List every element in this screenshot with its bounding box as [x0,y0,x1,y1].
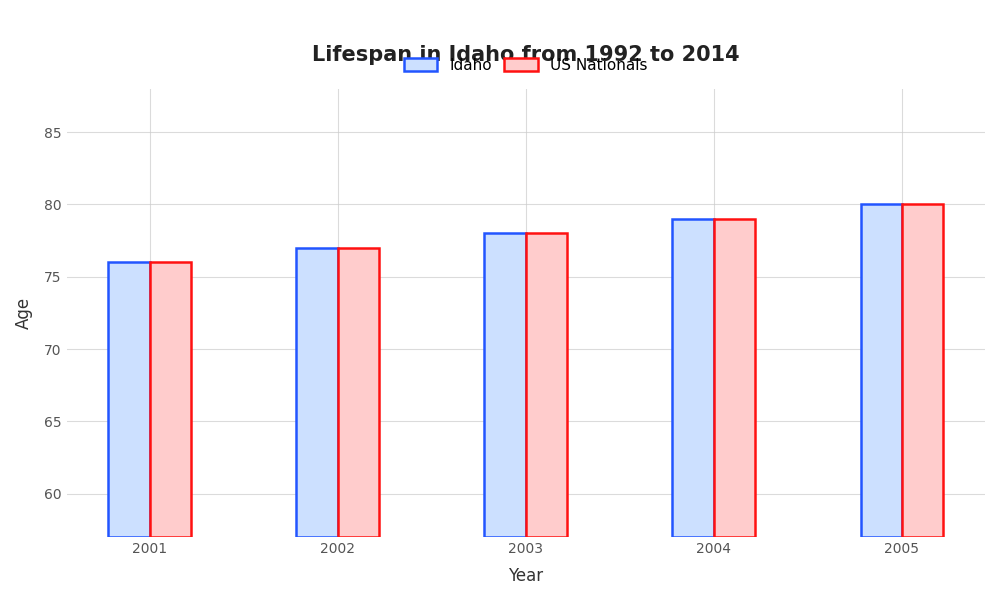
Bar [108,262,150,537]
X-axis label: Year: Year [508,567,543,585]
Bar [484,233,526,537]
Bar [150,262,191,537]
Bar [296,248,338,537]
Bar [902,205,943,537]
Title: Lifespan in Idaho from 1992 to 2014: Lifespan in Idaho from 1992 to 2014 [312,45,740,65]
Bar [714,219,755,537]
Bar [338,248,379,537]
Legend: Idaho, US Nationals: Idaho, US Nationals [398,52,654,79]
Bar [861,205,902,537]
Bar [526,233,567,537]
Bar [672,219,714,537]
Y-axis label: Age: Age [15,297,33,329]
